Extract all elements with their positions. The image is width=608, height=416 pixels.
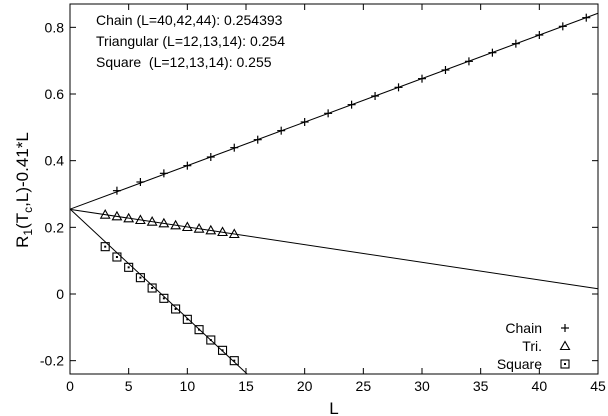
annotation-triangular: Triangular (L=12,13,14): 0.254 bbox=[96, 33, 285, 49]
fit-line bbox=[69, 12, 599, 210]
data-point-plus bbox=[206, 153, 215, 161]
data-point-plus bbox=[394, 83, 403, 92]
data-point-plus bbox=[230, 143, 239, 152]
x-tick-label: 45 bbox=[590, 378, 606, 394]
y-tick-label: 0 bbox=[56, 286, 64, 302]
y-tick-label: -0.2 bbox=[40, 353, 64, 369]
data-point-triangle bbox=[205, 224, 217, 235]
data-point-plus bbox=[347, 100, 356, 109]
data-point-square bbox=[206, 335, 216, 345]
legend-markers bbox=[559, 324, 571, 369]
data-point-plus bbox=[277, 126, 286, 135]
y-axis-title-r: R bbox=[13, 236, 32, 248]
y-tick-label: 0.8 bbox=[45, 19, 65, 35]
data-point-plus bbox=[324, 109, 333, 118]
data-point-triangle bbox=[193, 223, 205, 233]
x-axis-title: L bbox=[329, 399, 338, 416]
x-tick-label: 40 bbox=[532, 378, 548, 394]
plot-frame bbox=[69, 3, 599, 375]
data-point-square bbox=[182, 314, 192, 324]
data-point-triangle bbox=[111, 210, 123, 221]
data-point-plus bbox=[488, 48, 497, 57]
annotation-square: Square (L=12,13,14): 0.255 bbox=[96, 54, 272, 70]
data-point-triangle bbox=[146, 216, 158, 226]
data-point-plus bbox=[535, 31, 544, 39]
data-point-square bbox=[147, 283, 157, 293]
ticks: 0 5 10 15 20 25 30 35 40 45-0.200.20.40.60.8 bbox=[40, 4, 606, 394]
data-point-triangle bbox=[158, 217, 170, 228]
data-point-triangle bbox=[228, 228, 240, 239]
data-point-plus bbox=[464, 57, 473, 66]
data-point-plus bbox=[441, 66, 450, 74]
data-points bbox=[99, 13, 591, 366]
data-point-triangle bbox=[170, 219, 182, 230]
x-tick-label: 15 bbox=[238, 378, 254, 394]
data-point-square bbox=[229, 356, 239, 366]
data-point-triangle bbox=[99, 209, 111, 219]
fit-lines bbox=[69, 12, 599, 375]
data-point-plus bbox=[300, 118, 309, 126]
data-point-square bbox=[194, 325, 204, 335]
x-tick-label: 20 bbox=[297, 378, 313, 394]
x-tick-label: 30 bbox=[414, 378, 430, 394]
data-point-plus bbox=[511, 39, 520, 48]
y-axis-title: R1(Tc,L)-0.41*L bbox=[13, 132, 35, 248]
data-point-triangle bbox=[181, 221, 193, 232]
legend-label-chain: Chain bbox=[505, 320, 542, 336]
annotation-chain: Chain (L=40,42,44): 0.254393 bbox=[96, 12, 283, 28]
y-axis-title-subc: c bbox=[21, 207, 35, 213]
data-point-square bbox=[159, 293, 169, 303]
y-tick-label: 0.4 bbox=[45, 153, 65, 169]
legend: Chain Tri. Square bbox=[497, 320, 571, 372]
data-point-triangle bbox=[134, 214, 146, 225]
y-tick-label: 0.6 bbox=[45, 86, 65, 102]
fit-line bbox=[69, 208, 599, 290]
data-point-plus bbox=[558, 22, 567, 31]
data-point-plus bbox=[136, 178, 145, 186]
x-tick-label: 35 bbox=[473, 378, 489, 394]
y-axis-title-sub1: 1 bbox=[21, 229, 35, 236]
y-tick-label: 0.2 bbox=[45, 219, 65, 235]
x-tick-label: 5 bbox=[125, 378, 133, 394]
x-tick-label: 25 bbox=[356, 378, 372, 394]
annotations: Chain (L=40,42,44): 0.254393 Triangular … bbox=[96, 12, 285, 70]
legend-label-square: Square bbox=[497, 356, 542, 372]
data-point-square bbox=[135, 273, 145, 283]
x-tick-label: 10 bbox=[180, 378, 196, 394]
y-axis-title-t: (T bbox=[13, 213, 32, 229]
data-point-triangle bbox=[217, 226, 228, 237]
data-point-square bbox=[124, 262, 134, 272]
data-point-square bbox=[100, 242, 110, 252]
data-point-plus bbox=[159, 169, 168, 178]
data-point-plus bbox=[561, 324, 569, 332]
data-point-square bbox=[112, 252, 122, 262]
data-point-plus bbox=[371, 92, 380, 100]
data-point-plus bbox=[112, 186, 121, 195]
x-tick-label: 0 bbox=[66, 378, 74, 394]
data-point-triangle bbox=[559, 340, 571, 351]
legend-label-tri: Tri. bbox=[522, 338, 542, 354]
data-point-plus bbox=[253, 135, 262, 144]
data-point-square bbox=[171, 304, 181, 314]
data-point-triangle bbox=[123, 212, 135, 223]
y-axis-title-rest: ,L)-0.41*L bbox=[13, 132, 32, 207]
data-point-plus bbox=[183, 161, 192, 170]
data-point-plus bbox=[582, 13, 591, 22]
fit-line bbox=[69, 208, 248, 375]
data-point-square bbox=[217, 345, 228, 355]
data-point-plus bbox=[418, 74, 426, 83]
data-point-square bbox=[560, 359, 570, 369]
